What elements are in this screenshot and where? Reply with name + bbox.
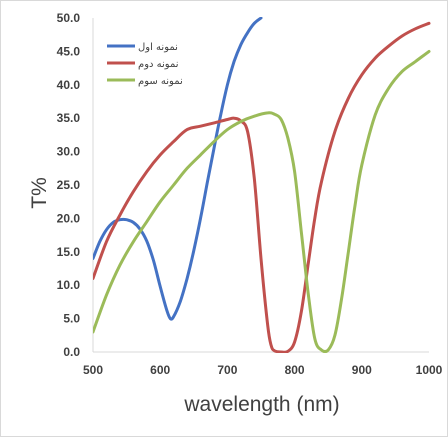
- x-tick-labels: 500 600 700 800 900 1000: [83, 363, 443, 377]
- y-tick-label: 20.0: [57, 211, 81, 225]
- legend-label-3: نمونه سوم: [138, 76, 183, 87]
- y-tick-label: 10.0: [57, 278, 81, 292]
- y-tick-label: 0.0: [63, 345, 80, 359]
- y-tick-label: 30.0: [57, 145, 81, 159]
- series-line-2: [93, 21, 431, 353]
- x-axis-title: wavelength (nm): [183, 393, 339, 416]
- y-tick-label: 50.0: [57, 11, 81, 25]
- legend-label-1: نمونه اول: [138, 42, 178, 53]
- y-tick-labels: 0.0 5.0 10.0 15.0 20.0 25.0 30.0 35.0 40.0 45.0 50…: [57, 11, 81, 359]
- y-tick-label: 40.0: [57, 78, 81, 92]
- series-line-1: [93, 17, 263, 321]
- y-tick-label: 15.0: [57, 245, 81, 259]
- plot-area: [92, 18, 429, 353]
- x-tick-label: 600: [150, 363, 170, 377]
- y-tick-label: 35.0: [57, 111, 81, 125]
- x-tick-label: 1000: [416, 363, 443, 377]
- y-tick-label: 25.0: [57, 178, 81, 192]
- y-tick-label: 45.0: [57, 44, 81, 58]
- x-tick-label: 500: [83, 363, 103, 377]
- series-line-3: [93, 49, 431, 353]
- y-tick-label: 5.0: [63, 312, 80, 326]
- x-tick-label: 700: [217, 363, 237, 377]
- legend-label-2: نمونه دوم: [138, 59, 179, 70]
- y-axis-title-group: T%: [28, 177, 51, 209]
- x-tick-label: 900: [352, 363, 372, 377]
- series-layer: [93, 17, 431, 353]
- legend: نمونه اول نمونه دوم نمونه سوم: [99, 35, 203, 98]
- x-tick-label: 800: [285, 363, 305, 377]
- y-axis-title: T%: [28, 177, 51, 209]
